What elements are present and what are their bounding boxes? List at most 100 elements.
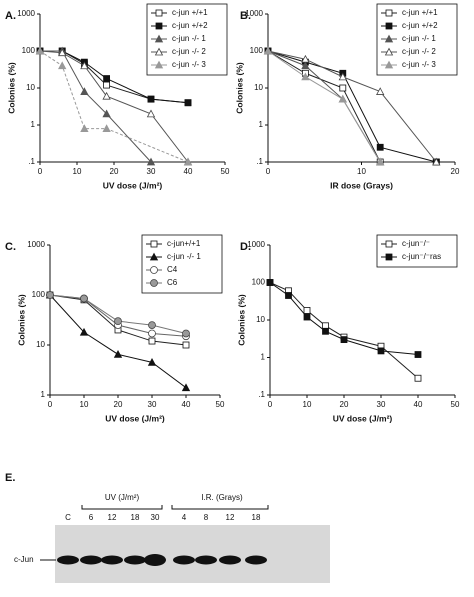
marker [80,294,88,303]
marker [376,87,385,95]
marker [146,109,156,118]
marker [147,357,157,366]
marker [301,54,310,63]
marker [148,321,156,330]
marker [80,61,89,70]
marker [155,9,163,17]
legend-label: c-jun +/+2 [172,21,208,30]
lane-label: C [65,513,71,522]
x-tick-label: 20 [114,400,123,409]
marker [339,84,347,92]
marker [301,61,310,70]
x-axis-label: UV dose (J/m²) [103,180,163,190]
y-tick-label: 1000 [245,9,263,18]
marker [148,329,156,338]
marker [102,109,111,118]
marker [338,72,347,81]
y-tick-label: 1 [261,353,266,362]
y-tick-label: .1 [258,390,265,399]
marker [266,279,274,286]
legend-label: c-jun +/+1 [172,8,208,17]
series-line [40,50,152,163]
marker [303,307,311,314]
legend-label: c-jun -/- 1 [172,34,206,43]
x-tick-label: 50 [451,400,460,409]
y-tick-label: 10 [254,83,263,92]
y-tick-label: 100 [22,46,36,55]
legend-box [376,234,458,268]
marker [414,351,422,358]
x-tick-label: 0 [268,400,273,409]
marker [376,143,384,151]
x-tick-label: 50 [221,167,230,176]
band [219,555,241,565]
y-tick-label: 100 [250,46,264,55]
band [195,555,217,565]
y-tick-label: 10 [36,340,45,349]
y-tick-label: 100 [252,278,266,287]
marker [182,341,190,349]
y-tick-label: 100 [32,290,46,299]
marker [340,336,348,344]
legend-label: c-jun -/- 3 [402,60,436,69]
series-line [39,50,189,163]
legend-label: c-jun -/- 1 [167,252,201,261]
x-tick-label: 20 [340,400,349,409]
lane-label: 6 [89,513,94,522]
panel-label: E. [5,472,15,484]
marker [385,253,393,261]
x-tick-label: 30 [377,400,386,409]
marker [35,46,45,55]
x-tick-label: 0 [48,400,53,409]
x-tick-label: 40 [414,400,423,409]
lane-label: 18 [252,513,261,522]
legend-label: c-jun⁻/⁻ [402,239,430,248]
panel-label: B. [240,10,251,22]
legend-label: c-jun⁻/⁻ras [402,252,441,261]
series-line [49,294,187,389]
marker [102,91,111,100]
x-tick-label: 10 [80,400,89,409]
marker [301,72,310,81]
legend-label: c-jun -/- 1 [402,34,436,43]
x-tick-label: 10 [357,167,366,176]
marker [46,291,54,299]
marker [184,99,192,107]
y-tick-label: 1 [31,120,36,129]
marker [181,383,191,392]
band [124,555,146,565]
marker [154,47,164,56]
marker [154,34,164,43]
marker [384,34,394,43]
marker [103,81,110,89]
group-header: I.R. (Grays) [201,493,243,502]
lane-label: 8 [204,513,209,522]
marker [80,124,89,132]
x-tick-label: 30 [147,167,156,176]
marker [58,48,67,57]
panel-label: C. [5,241,16,253]
marker [102,124,111,132]
marker [150,266,158,274]
marker [285,292,292,299]
x-tick-label: 20 [110,167,119,176]
marker [155,22,163,30]
y-tick-label: 1000 [247,240,265,249]
marker [150,279,158,287]
x-tick-label: 30 [148,400,157,409]
marker [150,240,158,248]
x-tick-label: 10 [73,167,82,176]
marker [103,75,110,82]
x-tick-label: 20 [451,167,460,176]
panel-label: A. [5,10,16,22]
x-tick-label: 0 [266,167,271,176]
x-axis-label: UV dose (J/m²) [105,413,165,423]
marker [263,46,273,55]
lane-label: 30 [151,513,160,522]
legend-label: c-jun+/+1 [167,239,201,248]
y-axis-label: Colonies (%) [6,62,16,114]
y-tick-label: 10 [256,315,265,324]
legend-label: c-jun -/- 3 [172,60,206,69]
marker [303,313,311,321]
y-axis-label: Colonies (%) [236,294,246,346]
